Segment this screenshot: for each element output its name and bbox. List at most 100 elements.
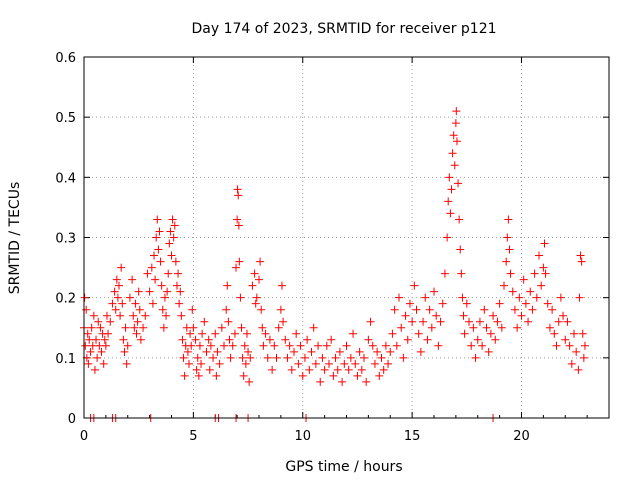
data-point xyxy=(110,287,119,296)
data-point xyxy=(150,251,158,260)
data-point xyxy=(85,335,94,344)
data-point xyxy=(155,227,164,236)
data-point xyxy=(174,269,183,278)
data-point xyxy=(236,293,245,302)
data-point xyxy=(300,353,309,362)
data-point xyxy=(421,293,430,302)
data-point xyxy=(274,323,283,332)
data-point xyxy=(241,359,250,368)
data-point xyxy=(539,263,548,272)
data-point xyxy=(213,347,222,356)
data-point xyxy=(290,347,298,356)
data-point xyxy=(307,347,316,356)
y-tick-label: 0.2 xyxy=(55,292,76,307)
data-point xyxy=(272,353,281,362)
data-point xyxy=(80,293,89,302)
y-axis-label: SRMTID / TECUs xyxy=(7,182,23,295)
data-point xyxy=(257,305,266,314)
data-point xyxy=(281,335,290,344)
data-point xyxy=(502,257,511,266)
data-point xyxy=(159,323,168,332)
data-point xyxy=(397,323,406,332)
data-point xyxy=(331,353,340,362)
data-point xyxy=(215,359,224,368)
data-point xyxy=(115,281,123,290)
data-point xyxy=(292,329,301,338)
data-point xyxy=(122,359,131,368)
data-point xyxy=(233,185,242,194)
data-point xyxy=(506,269,515,278)
data-point xyxy=(256,257,265,266)
data-point xyxy=(148,299,157,308)
data-point xyxy=(217,323,226,332)
data-point xyxy=(225,335,234,344)
data-point xyxy=(276,305,285,314)
data-point xyxy=(298,371,307,380)
data-point xyxy=(570,329,578,338)
data-point xyxy=(143,269,152,278)
data-point xyxy=(467,341,476,350)
data-point xyxy=(408,317,417,326)
data-point xyxy=(160,293,169,302)
data-point xyxy=(340,359,349,368)
data-point xyxy=(130,323,139,332)
data-point xyxy=(357,365,366,374)
data-point xyxy=(259,341,268,350)
data-point xyxy=(446,209,455,218)
data-point xyxy=(198,329,207,338)
data-point xyxy=(528,305,537,314)
data-point xyxy=(556,293,565,302)
data-point xyxy=(205,365,214,374)
data-point xyxy=(459,311,468,320)
data-point xyxy=(491,335,500,344)
data-point xyxy=(478,341,487,350)
data-point xyxy=(375,371,384,380)
data-point xyxy=(443,233,452,242)
data-point xyxy=(81,341,90,350)
data-point xyxy=(504,215,513,224)
data-point xyxy=(344,365,353,374)
data-point xyxy=(96,323,105,332)
data-point xyxy=(296,341,305,350)
data-point xyxy=(322,341,331,350)
data-point xyxy=(123,341,132,350)
data-point xyxy=(489,311,498,320)
data-point xyxy=(119,335,128,344)
data-point xyxy=(484,347,493,356)
y-tick-label: 0.3 xyxy=(55,232,76,247)
data-point xyxy=(125,293,134,302)
data-point xyxy=(325,359,333,368)
data-point xyxy=(263,353,272,362)
data-point xyxy=(226,353,235,362)
data-point xyxy=(228,341,237,350)
data-point xyxy=(444,197,453,206)
data-point xyxy=(99,359,108,368)
data-point xyxy=(268,365,277,374)
data-point xyxy=(381,341,390,350)
data-point xyxy=(252,293,261,302)
data-point xyxy=(136,335,145,344)
data-point xyxy=(559,311,568,320)
data-point xyxy=(163,287,172,296)
data-point xyxy=(188,305,197,314)
data-point xyxy=(384,359,393,368)
data-point xyxy=(577,257,586,266)
data-point xyxy=(106,317,115,326)
data-point xyxy=(535,251,543,260)
data-point xyxy=(349,329,358,338)
data-point xyxy=(211,329,220,338)
data-point xyxy=(157,281,166,290)
data-point xyxy=(90,365,99,374)
data-point xyxy=(423,335,432,344)
data-point xyxy=(318,353,327,362)
data-point xyxy=(183,347,192,356)
data-point xyxy=(353,371,362,380)
data-point xyxy=(390,305,399,314)
data-point xyxy=(552,341,561,350)
data-point xyxy=(401,311,410,320)
data-point xyxy=(362,377,371,386)
data-point xyxy=(368,341,377,350)
data-point xyxy=(270,341,279,350)
data-point xyxy=(579,353,588,362)
data-point xyxy=(505,245,514,254)
